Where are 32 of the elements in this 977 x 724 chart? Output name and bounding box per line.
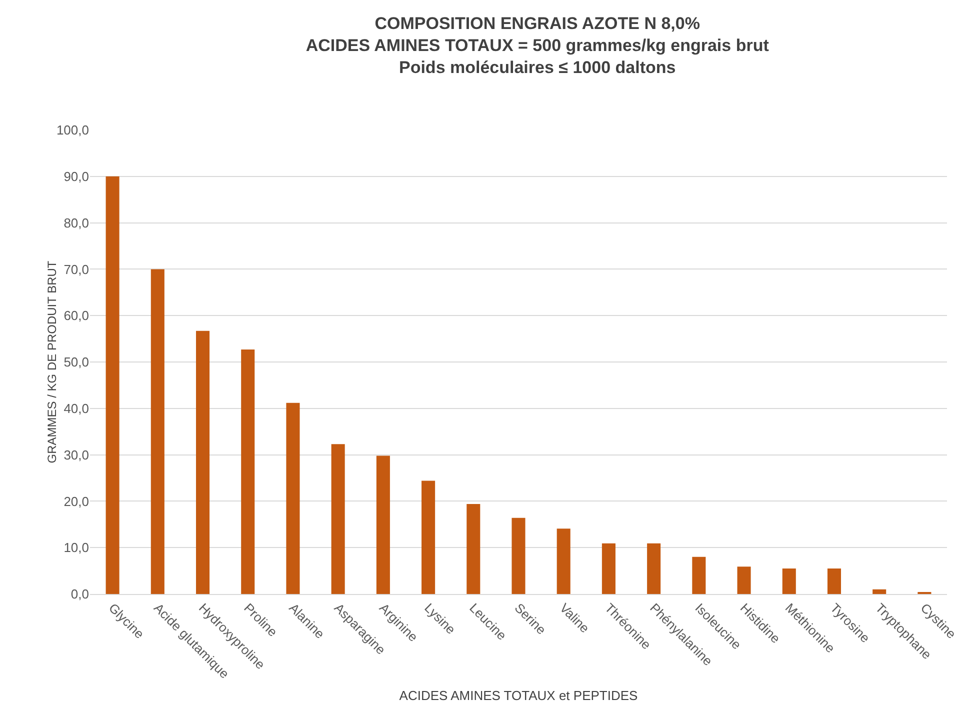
bar — [466, 504, 480, 594]
y-tick-label: 90,0 — [64, 168, 89, 184]
bar — [737, 566, 751, 594]
bar — [512, 518, 526, 594]
y-tick-label: 70,0 — [64, 262, 89, 277]
bar — [872, 589, 886, 594]
y-tick-label: 100,0 — [56, 122, 89, 138]
y-tick-label: 20,0 — [64, 494, 89, 509]
x-axis-title: ACIDES AMINES TOTAUX et PEPTIDES — [399, 688, 638, 703]
y-tick-label: 10,0 — [64, 540, 89, 556]
bar — [827, 568, 841, 594]
y-tick-label: 50,0 — [64, 354, 89, 370]
bar — [692, 556, 706, 594]
bar — [150, 269, 164, 594]
y-tick-label: 80,0 — [64, 215, 89, 230]
bar — [286, 402, 300, 594]
y-tick-label: 40,0 — [64, 400, 89, 416]
y-tick-label: 30,0 — [64, 447, 89, 462]
bar — [647, 543, 661, 594]
bar — [376, 456, 390, 594]
y-axis-title: GRAMMES / KG DE PRODUIT BRUT — [45, 260, 59, 464]
bar — [331, 444, 345, 594]
y-tick-label: 60,0 — [64, 308, 89, 324]
chart-title: COMPOSITION ENGRAIS AZOTE N 8,0% ACIDES AMINES TOTAUX = 500 grammes/kg engrais brut Poids moléculaires ≤ 1000 daltons — [306, 14, 770, 78]
bar — [422, 480, 436, 594]
bar — [106, 176, 120, 594]
bar — [602, 543, 616, 594]
y-tick-label: 0,0 — [70, 586, 89, 602]
bar — [196, 330, 210, 594]
bar — [782, 568, 796, 594]
bar — [556, 528, 570, 594]
bar — [241, 349, 255, 594]
